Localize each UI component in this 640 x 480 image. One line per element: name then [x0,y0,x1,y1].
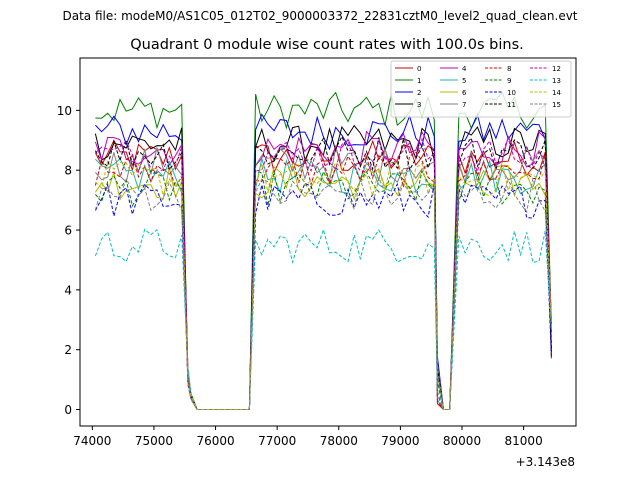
x-tick-label: 76000 [196,434,234,448]
legend-label: 11 [507,101,516,109]
chart-suptitle: Data file: modeM0/AS1C05_012T02_90000033… [62,9,577,23]
series-line-10 [94,182,552,410]
y-tick-label: 0 [64,403,72,417]
x-tick-label: 79000 [381,434,419,448]
legend-label: 5 [462,77,466,85]
y-tick-label: 2 [64,343,72,357]
x-tick-label: 74000 [73,434,111,448]
y-tick-label: 10 [57,104,72,118]
legend-label: 13 [552,77,561,85]
series-lines [94,91,552,410]
chart-title: Quadrant 0 module wise count rates with … [130,37,524,53]
plot-frame [79,57,577,427]
series-line-15 [94,176,552,410]
y-tick-label: 8 [64,164,72,178]
y-tick-label: 4 [64,283,72,297]
legend-label: 15 [552,101,561,109]
legend-label: 4 [462,65,467,73]
x-tick-label: 80000 [443,434,481,448]
legend-label: 9 [507,77,511,85]
y-tick-label: 6 [64,224,72,238]
legend-label: 3 [417,101,421,109]
x-tick-label: 75000 [135,434,173,448]
series-line-6 [94,163,552,410]
series-line-5 [95,157,552,410]
legend-label: 7 [462,101,466,109]
series-line-11 [94,135,552,410]
legend-label: 6 [462,89,467,97]
x-offset-label: +3.143e8 [516,455,575,469]
legend-label: 0 [417,65,421,73]
series-line-12 [95,136,552,410]
series-line-14 [95,160,552,410]
legend-label: 8 [507,65,511,73]
series-line-3 [94,124,552,410]
series-line-8 [94,151,552,410]
legend-label: 2 [417,89,421,97]
legend-label: 12 [552,65,561,73]
series-line-9 [95,169,552,410]
legend-label: 1 [417,77,421,85]
x-tick-label: 81000 [505,434,543,448]
x-tick-label: 77000 [258,434,296,448]
legend-label: 14 [552,89,561,97]
series-line-2 [95,112,552,410]
legend-box [390,60,572,118]
axis-ticks: 74000 75000 76000 77000 78000 79000 80000 81000… [57,104,543,448]
series-line-13 [94,227,552,410]
legend-label: 10 [507,89,516,97]
x-tick-label: 78000 [320,434,358,448]
